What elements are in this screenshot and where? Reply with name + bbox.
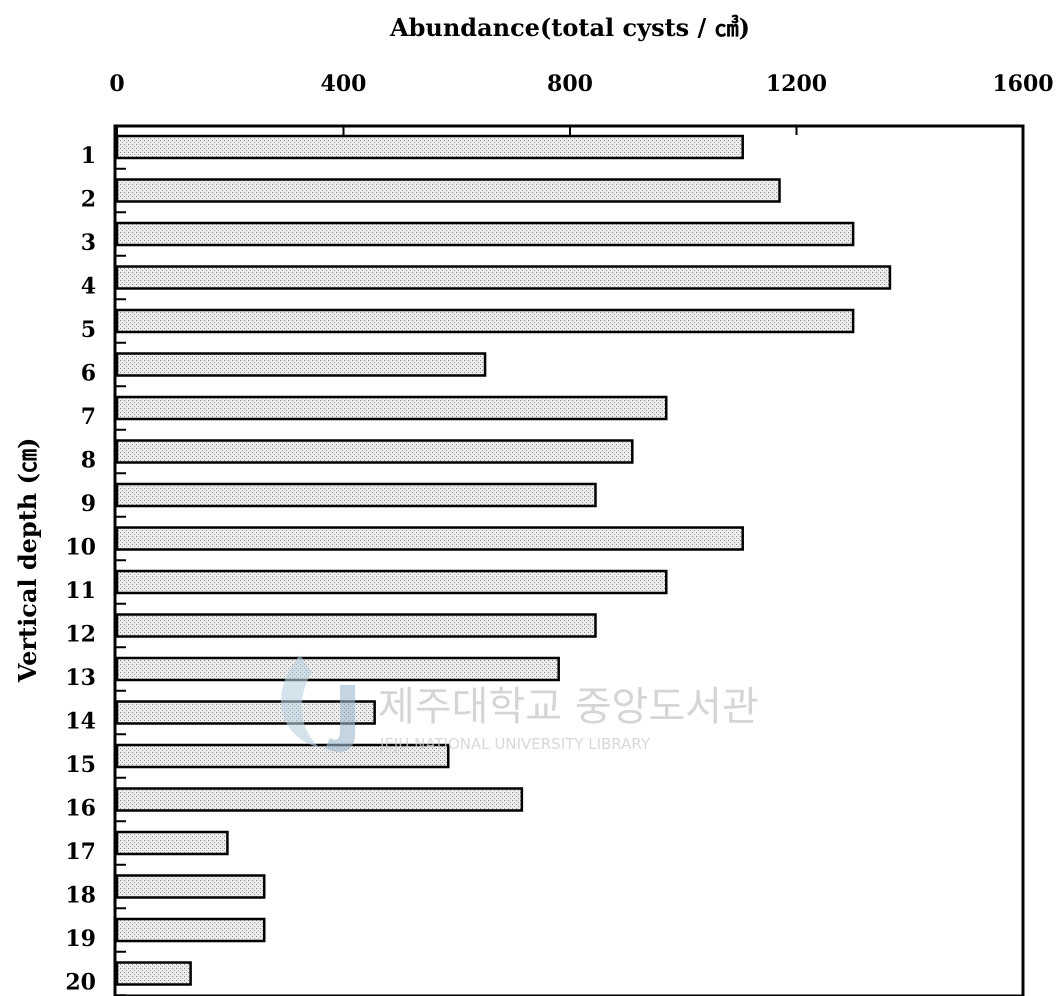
category-label: 6 <box>81 361 96 387</box>
bar <box>115 743 450 769</box>
category-label: 3 <box>81 230 96 256</box>
category-label: 18 <box>65 883 96 909</box>
bars <box>115 134 892 986</box>
x-tick-label: 400 <box>321 71 367 97</box>
category-label: 10 <box>65 535 96 561</box>
category-label: 2 <box>81 187 96 213</box>
category-label: 9 <box>81 491 96 517</box>
category-label: 4 <box>81 274 96 300</box>
category-label: 7 <box>81 404 96 430</box>
plot-frame <box>113 124 1025 996</box>
x-tick-label: 1600 <box>992 71 1053 97</box>
x-tick-label: 800 <box>547 71 593 97</box>
bar <box>115 221 855 247</box>
y-axis-label: Vertical depth (㎝) <box>13 438 42 684</box>
bar <box>115 961 192 986</box>
bar <box>115 482 597 508</box>
bar <box>115 569 668 595</box>
category-label: 8 <box>81 448 96 474</box>
x-tick-label: 1200 <box>766 71 827 97</box>
chart-title: Abundance(total cysts / ㎤) <box>389 13 750 42</box>
category-label: 14 <box>65 709 96 735</box>
category-label: 13 <box>65 665 96 691</box>
bar <box>115 308 855 334</box>
bar <box>115 787 524 812</box>
x-tick-marks <box>116 126 1024 135</box>
category-label: 5 <box>81 317 96 343</box>
watermark-logo-icon <box>281 655 320 748</box>
x-tick-labels: 0 400 800 1200 1600 <box>109 71 1053 97</box>
bar <box>115 439 634 464</box>
category-label: 16 <box>65 796 96 822</box>
category-label: 15 <box>65 752 96 778</box>
bar <box>115 874 266 899</box>
watermark-title: 제주대학교 중앙도서관 <box>378 684 759 730</box>
bar <box>115 917 266 943</box>
category-label: 12 <box>65 622 96 648</box>
bar <box>115 656 560 682</box>
watermark-logo-j-icon <box>325 685 355 752</box>
bar <box>115 178 781 203</box>
bar <box>115 352 487 377</box>
x-tick-label: 0 <box>109 71 124 97</box>
bar <box>115 265 892 290</box>
category-label: 11 <box>65 578 96 604</box>
bar <box>115 700 376 725</box>
bar <box>115 395 668 421</box>
category-label: 20 <box>65 970 96 996</box>
category-label: 19 <box>65 926 96 952</box>
bar <box>115 830 229 856</box>
category-label: 17 <box>65 839 96 865</box>
category-label: 1 <box>81 143 96 169</box>
bar <box>115 134 744 160</box>
watermark-subtitle: JEJU NATIONAL UNIVERSITY LIBRARY <box>379 735 651 753</box>
watermark: 제주대학교 중앙도서관 JEJU NATIONAL UNIVERSITY LIB… <box>281 655 759 753</box>
bar <box>115 526 744 551</box>
bar <box>115 613 597 638</box>
